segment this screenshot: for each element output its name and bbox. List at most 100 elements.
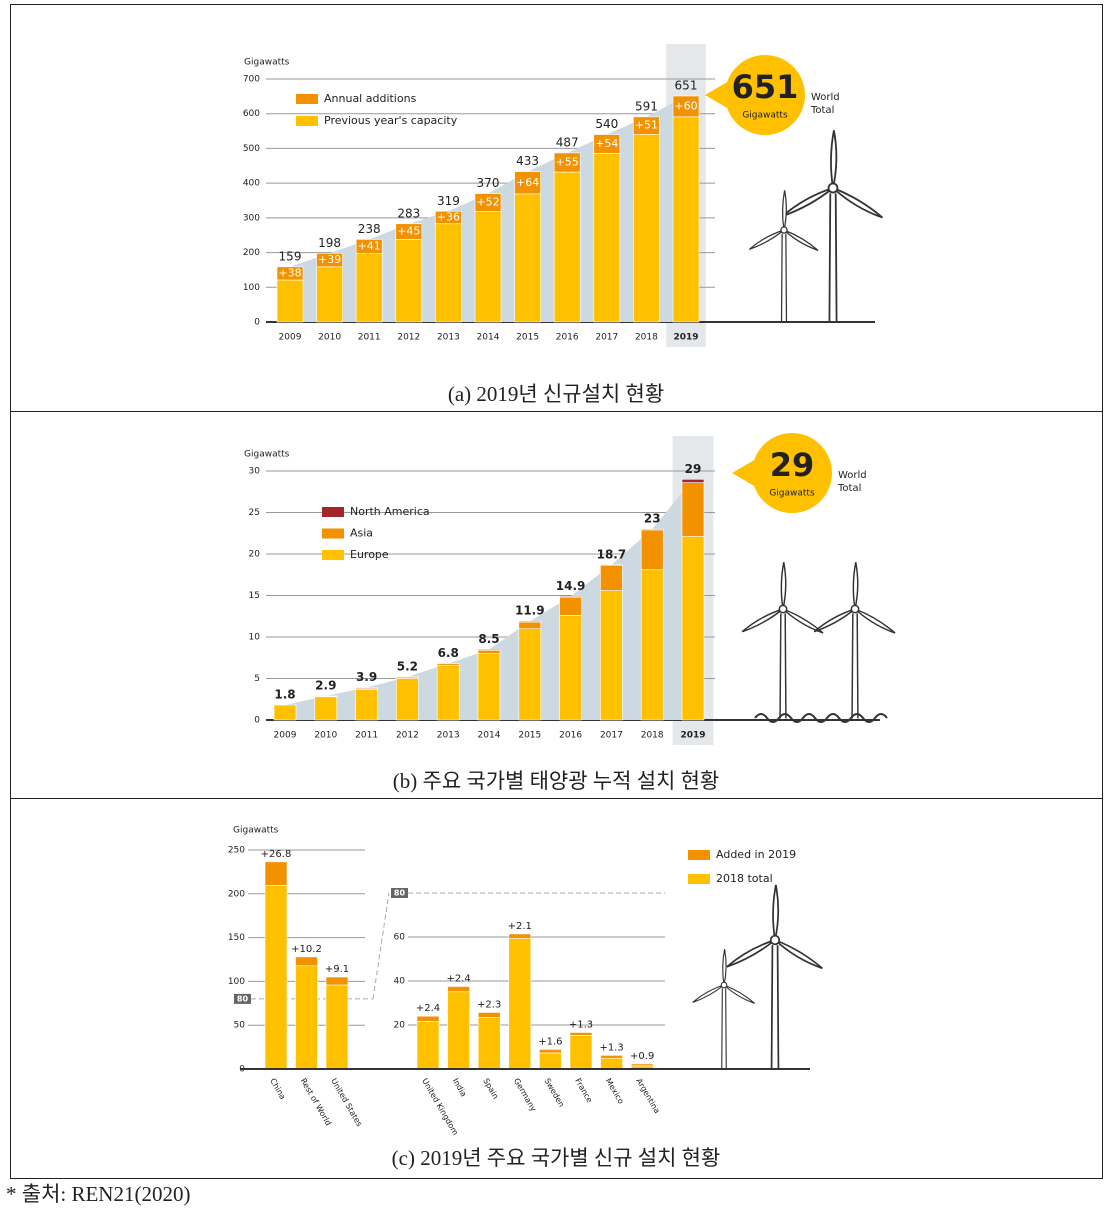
y-tick-label: 200 (228, 889, 245, 899)
x-tick-label: 2009 (279, 333, 302, 343)
bar-segment (295, 956, 318, 967)
total-label: 8.5 (478, 632, 499, 646)
ref-tick-box (391, 888, 408, 898)
bar-segment (396, 678, 419, 721)
segment-label: +45 (397, 225, 420, 238)
total-label: 591 (635, 99, 658, 113)
caption: (b) 주요 국가별 태양광 누적 설치 현황 (393, 769, 719, 793)
bar-segment (436, 663, 460, 666)
callout-label: World (838, 470, 867, 481)
ref-tick-box (234, 993, 251, 1004)
y-tick-label: 0 (254, 716, 260, 726)
legend-label: Previous year's capacity (324, 114, 458, 127)
callout-bubble (725, 55, 805, 135)
y-tick-label: 200 (243, 248, 260, 258)
x-tick-label: 2016 (556, 333, 579, 343)
callout-bubble (732, 459, 756, 487)
callout-unit: Gigawatts (769, 489, 815, 499)
added-label: +2.3 (477, 999, 501, 1010)
y-tick-label: 100 (243, 283, 260, 293)
x-tick-label: 2017 (600, 731, 623, 741)
total-label: 11.9 (515, 604, 545, 618)
segment-label: +39 (318, 253, 341, 266)
added-label: +2.4 (446, 974, 470, 985)
total-label: 198 (318, 236, 341, 250)
bar-segment (681, 536, 705, 721)
ref-connector (372, 892, 390, 999)
bar-segment (600, 590, 623, 721)
total-label: 1.8 (274, 688, 295, 702)
x-tick-label: 2015 (516, 333, 539, 343)
bar-segment (355, 688, 378, 721)
total-label: 433 (516, 154, 539, 168)
bar-segment (539, 1049, 562, 1054)
added-label: +9.1 (325, 964, 349, 975)
turbine (724, 884, 825, 1070)
x-tick-label: Mexico (604, 1077, 626, 1106)
total-label: 2.9 (315, 678, 336, 692)
caption: (a) 2019년 신규설치 현황 (448, 382, 664, 406)
bar-segment (630, 1063, 654, 1067)
y-tick-label: 25 (249, 508, 260, 518)
bar-segment (640, 529, 664, 571)
bar-segment (314, 696, 338, 721)
total-label: 5.2 (397, 659, 418, 673)
turbine (740, 561, 826, 720)
bar-segment (593, 134, 621, 154)
total-label: 29 (685, 462, 702, 476)
bar-segment (681, 478, 705, 483)
bar-segment (396, 676, 419, 678)
bar-segment (316, 266, 343, 323)
x-tick-label: 2011 (355, 731, 378, 741)
y-tick-label: 100 (228, 977, 245, 987)
bar-segment (518, 628, 542, 721)
total-label: 487 (556, 135, 579, 149)
callout-label: World (811, 92, 840, 103)
y-tick-label: 700 (243, 75, 260, 85)
total-label: 238 (358, 222, 381, 236)
bar-segment (633, 116, 660, 135)
y-tick-label: 300 (243, 213, 260, 223)
x-tick-label: 2016 (559, 731, 582, 741)
bar-segment (569, 1035, 593, 1070)
added-label: +1.3 (599, 1042, 623, 1053)
x-tick-label: India (451, 1077, 469, 1099)
legend-swatch (322, 528, 344, 539)
segment-label: +52 (476, 196, 499, 209)
ref-tick-label: 80 (237, 994, 249, 1003)
source: * 출처: REN21(2020) (6, 1182, 190, 1206)
bar-segment (325, 984, 349, 1070)
bar-segment (600, 565, 623, 591)
legend-label: 2018 total (716, 872, 773, 885)
callout-number: 651 (732, 68, 799, 106)
bar-segment (264, 885, 288, 1070)
bar-segment (395, 223, 423, 240)
bar-segment (672, 95, 700, 118)
bar-segment (477, 1012, 501, 1018)
bar-segment (295, 965, 318, 1070)
bar-segment (508, 933, 532, 939)
legend-swatch (688, 874, 710, 884)
x-tick-label: 2012 (397, 333, 420, 343)
segment-label: +55 (556, 155, 579, 168)
bar-segment (640, 569, 664, 721)
bar-segment (477, 649, 501, 654)
total-label: 14.9 (556, 579, 586, 593)
total-label: 3.9 (356, 670, 377, 684)
legend-swatch (296, 94, 318, 104)
callout-label: Total (810, 105, 834, 116)
callout-bubble (705, 81, 729, 109)
segment-label: +64 (516, 176, 539, 189)
segment-label: +51 (635, 119, 658, 132)
x-tick-label: Rest of World (299, 1077, 333, 1128)
callout-number: 29 (770, 446, 815, 484)
bar-segment (633, 134, 660, 323)
x-tick-label: 2018 (635, 333, 658, 343)
added-label: +2.1 (508, 921, 532, 932)
bar-segment (569, 1032, 593, 1036)
legend-swatch (688, 850, 710, 860)
added-label: +1.3 (569, 1019, 593, 1030)
y-tick-label: 20 (249, 550, 261, 560)
bar-segment (436, 664, 460, 721)
y-axis-title: Gigawatts (244, 450, 290, 460)
